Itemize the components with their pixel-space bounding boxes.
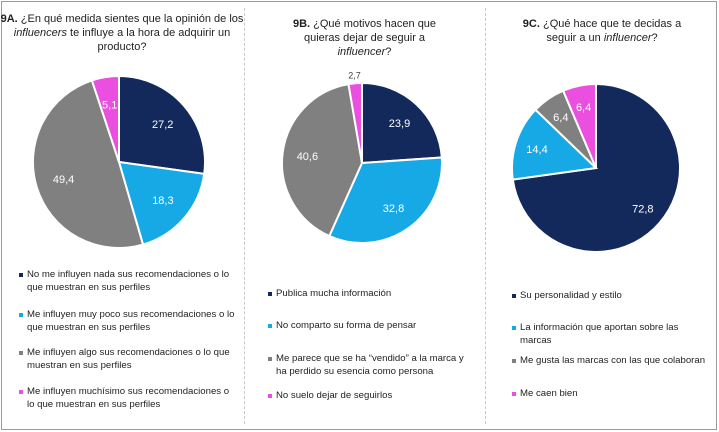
chart-title-text-9a: ¿En qué medida sientes que la opinión de… (20, 13, 244, 25)
legend-item-9c-4: Me caen bien (512, 387, 578, 400)
pie-data-label-9a-3: 49,4 (53, 174, 74, 186)
legend-label-9a-1: No me influyen nada sus recomendaciones … (27, 269, 230, 293)
pie-data-label-9c-3: 6,4 (553, 112, 568, 124)
pie-data-label-9a-1: 27,2 (152, 119, 173, 131)
legend-swatch-9a-3 (19, 351, 23, 355)
pie-slice-9a-1 (118, 74, 206, 175)
legend-item-9b-3: Me parece que se ha “vendido” a la marca… (268, 352, 473, 378)
pie-data-label-9b-2: 32,8 (383, 203, 404, 215)
legend-label-9c-3: Me gusta las marcas con las que colabora… (520, 355, 706, 366)
chart-title-prefix-9b: 9B. (292, 18, 311, 30)
pie-slice-9a-2 (117, 160, 206, 246)
legend-label-9b-3: Me parece que se ha “vendido” a la marca… (276, 353, 464, 377)
legend-label-9a-2: Me influyen muy poco sus recomendaciones… (27, 309, 235, 333)
legend-swatch-9c-2 (512, 326, 516, 330)
pie-chart-9c: 72,8 14,4 6,4 6,4 (511, 82, 681, 253)
legend-swatch-9a-1 (19, 273, 23, 277)
legend-item-9b-4: No suelo dejar de seguirlos (268, 389, 392, 402)
legend-item-9b-1: Publica mucha información (268, 287, 391, 300)
panel-9b: 9B. ¿Qué motivos hacen que quieras dejar… (244, 0, 485, 432)
legend-swatch-9b-4 (268, 394, 272, 398)
pie-slice-9c-4 (561, 82, 597, 169)
pie-data-label-9b-3: 40,6 (297, 151, 318, 163)
pie-chart-9b: 23,9 32,8 40,6 2,7 (281, 70, 443, 244)
legend-swatch-9b-2 (268, 324, 272, 328)
chart-title-tail-9c: ? (651, 32, 658, 44)
pie-slice-9a-3 (31, 79, 145, 250)
legend-label-9c-4: Me caen bien (520, 388, 578, 399)
pie-slice-9b-2 (327, 156, 443, 244)
legend-label-9c-2: La información que aportan sobre las mar… (520, 322, 679, 346)
panel-9c: 9C. ¿Qué hace que te decidas a seguir a … (485, 0, 719, 432)
legend-label-9b-4: No suelo dejar de seguirlos (276, 390, 393, 401)
pie-data-label-9a-2: 18,3 (152, 195, 173, 207)
pie-slice-9b-1 (361, 81, 443, 165)
chart-title-9a: 9A. ¿En qué medida sientes que la opinió… (0, 12, 244, 54)
chart-title-9c: 9C. ¿Qué hace que te decidas a seguir a … (485, 17, 719, 45)
pie-data-label-9a-4: 5,1 (102, 100, 117, 112)
legend-item-9c-1: Su personalidad y estilo (512, 289, 622, 302)
pie-data-label-9b-1: 23,9 (389, 118, 410, 130)
chart-title-text-9b: ¿Qué motivos hacen que quieras dejar de … (303, 18, 437, 44)
legend-item-9a-1: No me influyen nada sus recomendaciones … (19, 268, 239, 294)
pie-data-label-9b-4: 2,7 (348, 70, 361, 80)
pie-slice-9b-4 (347, 81, 363, 164)
legend-swatch-9c-1 (512, 294, 516, 298)
legend-item-9c-3: Me gusta las marcas con las que colabora… (512, 354, 705, 367)
legend-label-9a-3: Me influyen algo sus recomendaciones o l… (27, 347, 230, 371)
legend-swatch-9c-3 (512, 359, 516, 363)
legend-item-9a-4: Me influyen muchísimo sus recomendacione… (19, 385, 239, 411)
panel-divider-2 (485, 8, 486, 424)
panel-divider-1 (244, 8, 245, 424)
legend-item-9a-3: Me influyen algo sus recomendaciones o l… (19, 346, 239, 372)
pie-slice-9a-4 (90, 74, 120, 163)
legend-label-9c-1: Su personalidad y estilo (520, 290, 622, 301)
chart-title-9b: 9B. ¿Qué motivos hacen que quieras dejar… (244, 17, 485, 59)
chart-title-prefix-9a: 9A. (0, 13, 18, 25)
pie-data-label-9c-1: 72,8 (632, 204, 653, 216)
pie-data-label-9c-2: 14,4 (526, 144, 547, 156)
chart-title-tail-9a: te influye a la hora de adquirir un prod… (66, 27, 231, 53)
legend-item-9a-2: Me influyen muy poco sus recomendaciones… (19, 308, 239, 334)
legend-swatch-9b-1 (268, 292, 272, 296)
pie-slice-9c-2 (511, 108, 599, 181)
chart-title-emph-9a: influencers (13, 27, 67, 39)
chart-title-emph-9b: influencer (337, 46, 386, 58)
chart-title-prefix-9c: 9C. (522, 18, 540, 30)
pie-slice-9b-3 (281, 82, 364, 238)
legend-swatch-9c-4 (512, 392, 516, 396)
legend-label-9a-4: Me influyen muchísimo sus recomendacione… (27, 386, 230, 410)
chart-title-emph-9c: influencer (603, 32, 652, 44)
legend-swatch-9b-3 (268, 357, 272, 361)
chart-title-text-9c: ¿Qué hace que te decidas a seguir a un (542, 18, 682, 44)
chart-title-tail-9b: ? (385, 46, 392, 58)
panel-9a: 9A. ¿En qué medida sientes que la opinió… (0, 0, 244, 432)
legend-label-9b-1: Publica mucha información (276, 288, 392, 299)
legend-swatch-9a-2 (19, 313, 23, 317)
pie-data-label-9c-4: 6,4 (576, 102, 591, 114)
legend-label-9b-2: No comparto su forma de pensar (276, 320, 417, 331)
legend-swatch-9a-4 (19, 390, 23, 394)
legend-item-9c-2: La información que aportan sobre las mar… (512, 321, 712, 347)
legend-item-9b-2: No comparto su forma de pensar (268, 319, 416, 332)
pie-chart-9a: 27,2 18,3 49,4 5,1 (31, 74, 206, 250)
